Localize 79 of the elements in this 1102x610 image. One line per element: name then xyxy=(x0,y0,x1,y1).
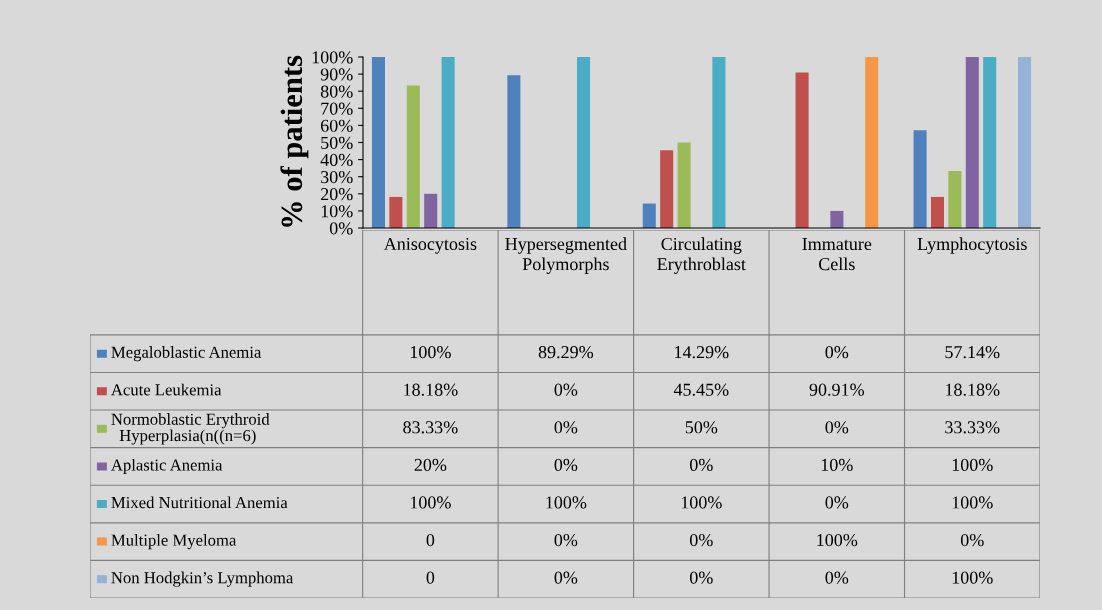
data-label: 0% xyxy=(825,346,849,359)
bar xyxy=(507,75,521,228)
bar xyxy=(441,57,455,228)
y-tick-label: 0% xyxy=(329,222,353,235)
bar xyxy=(865,57,879,228)
data-label: 0% xyxy=(554,383,578,396)
bar xyxy=(830,210,844,228)
x-tick-label: Hypersegmented Polymorphs xyxy=(505,237,627,274)
data-label: 18.18% xyxy=(946,383,1000,396)
data-label: 0% xyxy=(554,458,578,472)
y-tick-label: 80% xyxy=(320,85,353,98)
y-tick-label: 70% xyxy=(321,102,353,115)
data-label: 20% xyxy=(414,458,447,472)
y-tick-label: 40% xyxy=(320,153,353,167)
legend-label: Megaloblastic Anemia xyxy=(111,346,262,362)
bar xyxy=(930,196,945,228)
bar xyxy=(371,57,385,228)
bar xyxy=(948,171,962,228)
bar xyxy=(677,142,691,228)
data-label: 0% xyxy=(554,571,578,584)
data-label: 0% xyxy=(689,571,713,584)
data-label: 0% xyxy=(689,533,713,547)
data-label: 100% xyxy=(952,571,993,584)
data-label: 0% xyxy=(825,571,849,584)
data-label: 100% xyxy=(817,533,858,547)
y-tick-label: 100% xyxy=(312,51,353,64)
bar xyxy=(389,196,403,228)
bar xyxy=(795,72,809,228)
data-label: 100% xyxy=(410,346,451,359)
legend-label: Mixed Nutritional Anemia xyxy=(111,496,288,509)
bar xyxy=(576,57,591,228)
data-label: 0% xyxy=(825,421,849,434)
y-tick-label: 50% xyxy=(321,136,353,149)
data-label: 33.33% xyxy=(945,421,1000,434)
x-tick-label: Circulating Erythroblast xyxy=(657,237,746,274)
data-label: 0 xyxy=(426,571,435,584)
data-label: 10% xyxy=(821,458,853,472)
y-tick-label: 30% xyxy=(321,170,353,184)
data-label: 0% xyxy=(825,496,849,509)
data-label: 100% xyxy=(546,496,587,509)
data-label: 0% xyxy=(689,458,713,472)
data-label: 100% xyxy=(410,496,451,509)
y-tick-label: 10% xyxy=(321,205,353,218)
data-label: 83.33% xyxy=(403,421,458,434)
data-label: 18.18% xyxy=(404,383,458,396)
x-tick-label: Lymphocytosis xyxy=(917,237,1027,254)
bar xyxy=(712,57,726,228)
bar xyxy=(642,203,656,228)
bar xyxy=(1018,57,1032,228)
x-tick-label: Anisocytosis xyxy=(383,237,477,254)
data-label: 57.14% xyxy=(945,346,1000,359)
data-label: 0% xyxy=(554,421,578,434)
bar xyxy=(965,57,979,228)
bar xyxy=(424,193,438,228)
bar xyxy=(913,130,927,228)
legend-label: Normoblastic Erythroid Hyperplasia(n((n=6) xyxy=(111,413,270,445)
legend-label: Non Hodgkin’s Lymphoma xyxy=(111,571,294,587)
data-label: 0 xyxy=(426,533,435,547)
y-tick-label: 60% xyxy=(320,119,353,132)
data-label: 89.29% xyxy=(538,346,594,359)
legend-label: Multiple Myeloma xyxy=(111,534,237,550)
bar xyxy=(983,57,997,228)
data-label: 100% xyxy=(952,496,993,509)
data-label: 90.91% xyxy=(809,383,865,396)
data-label: 45.45% xyxy=(673,383,729,396)
data-label: 100% xyxy=(681,496,722,509)
data-label: 0% xyxy=(554,533,578,547)
bar xyxy=(660,150,674,228)
legend-label: Aplastic Anemia xyxy=(111,458,223,474)
y-tick-label: 20% xyxy=(320,188,353,201)
y-tick-label: 90% xyxy=(320,68,353,81)
data-label: 50% xyxy=(685,421,718,434)
y-axis-title: % of patients xyxy=(280,55,309,227)
data-label: 0% xyxy=(960,533,984,547)
legend-label: Acute Leukemia xyxy=(111,383,222,396)
data-label: 14.29% xyxy=(675,346,729,359)
bar xyxy=(406,85,420,228)
x-tick-label: Immature Cells xyxy=(802,238,872,271)
data-label: 100% xyxy=(952,458,993,472)
